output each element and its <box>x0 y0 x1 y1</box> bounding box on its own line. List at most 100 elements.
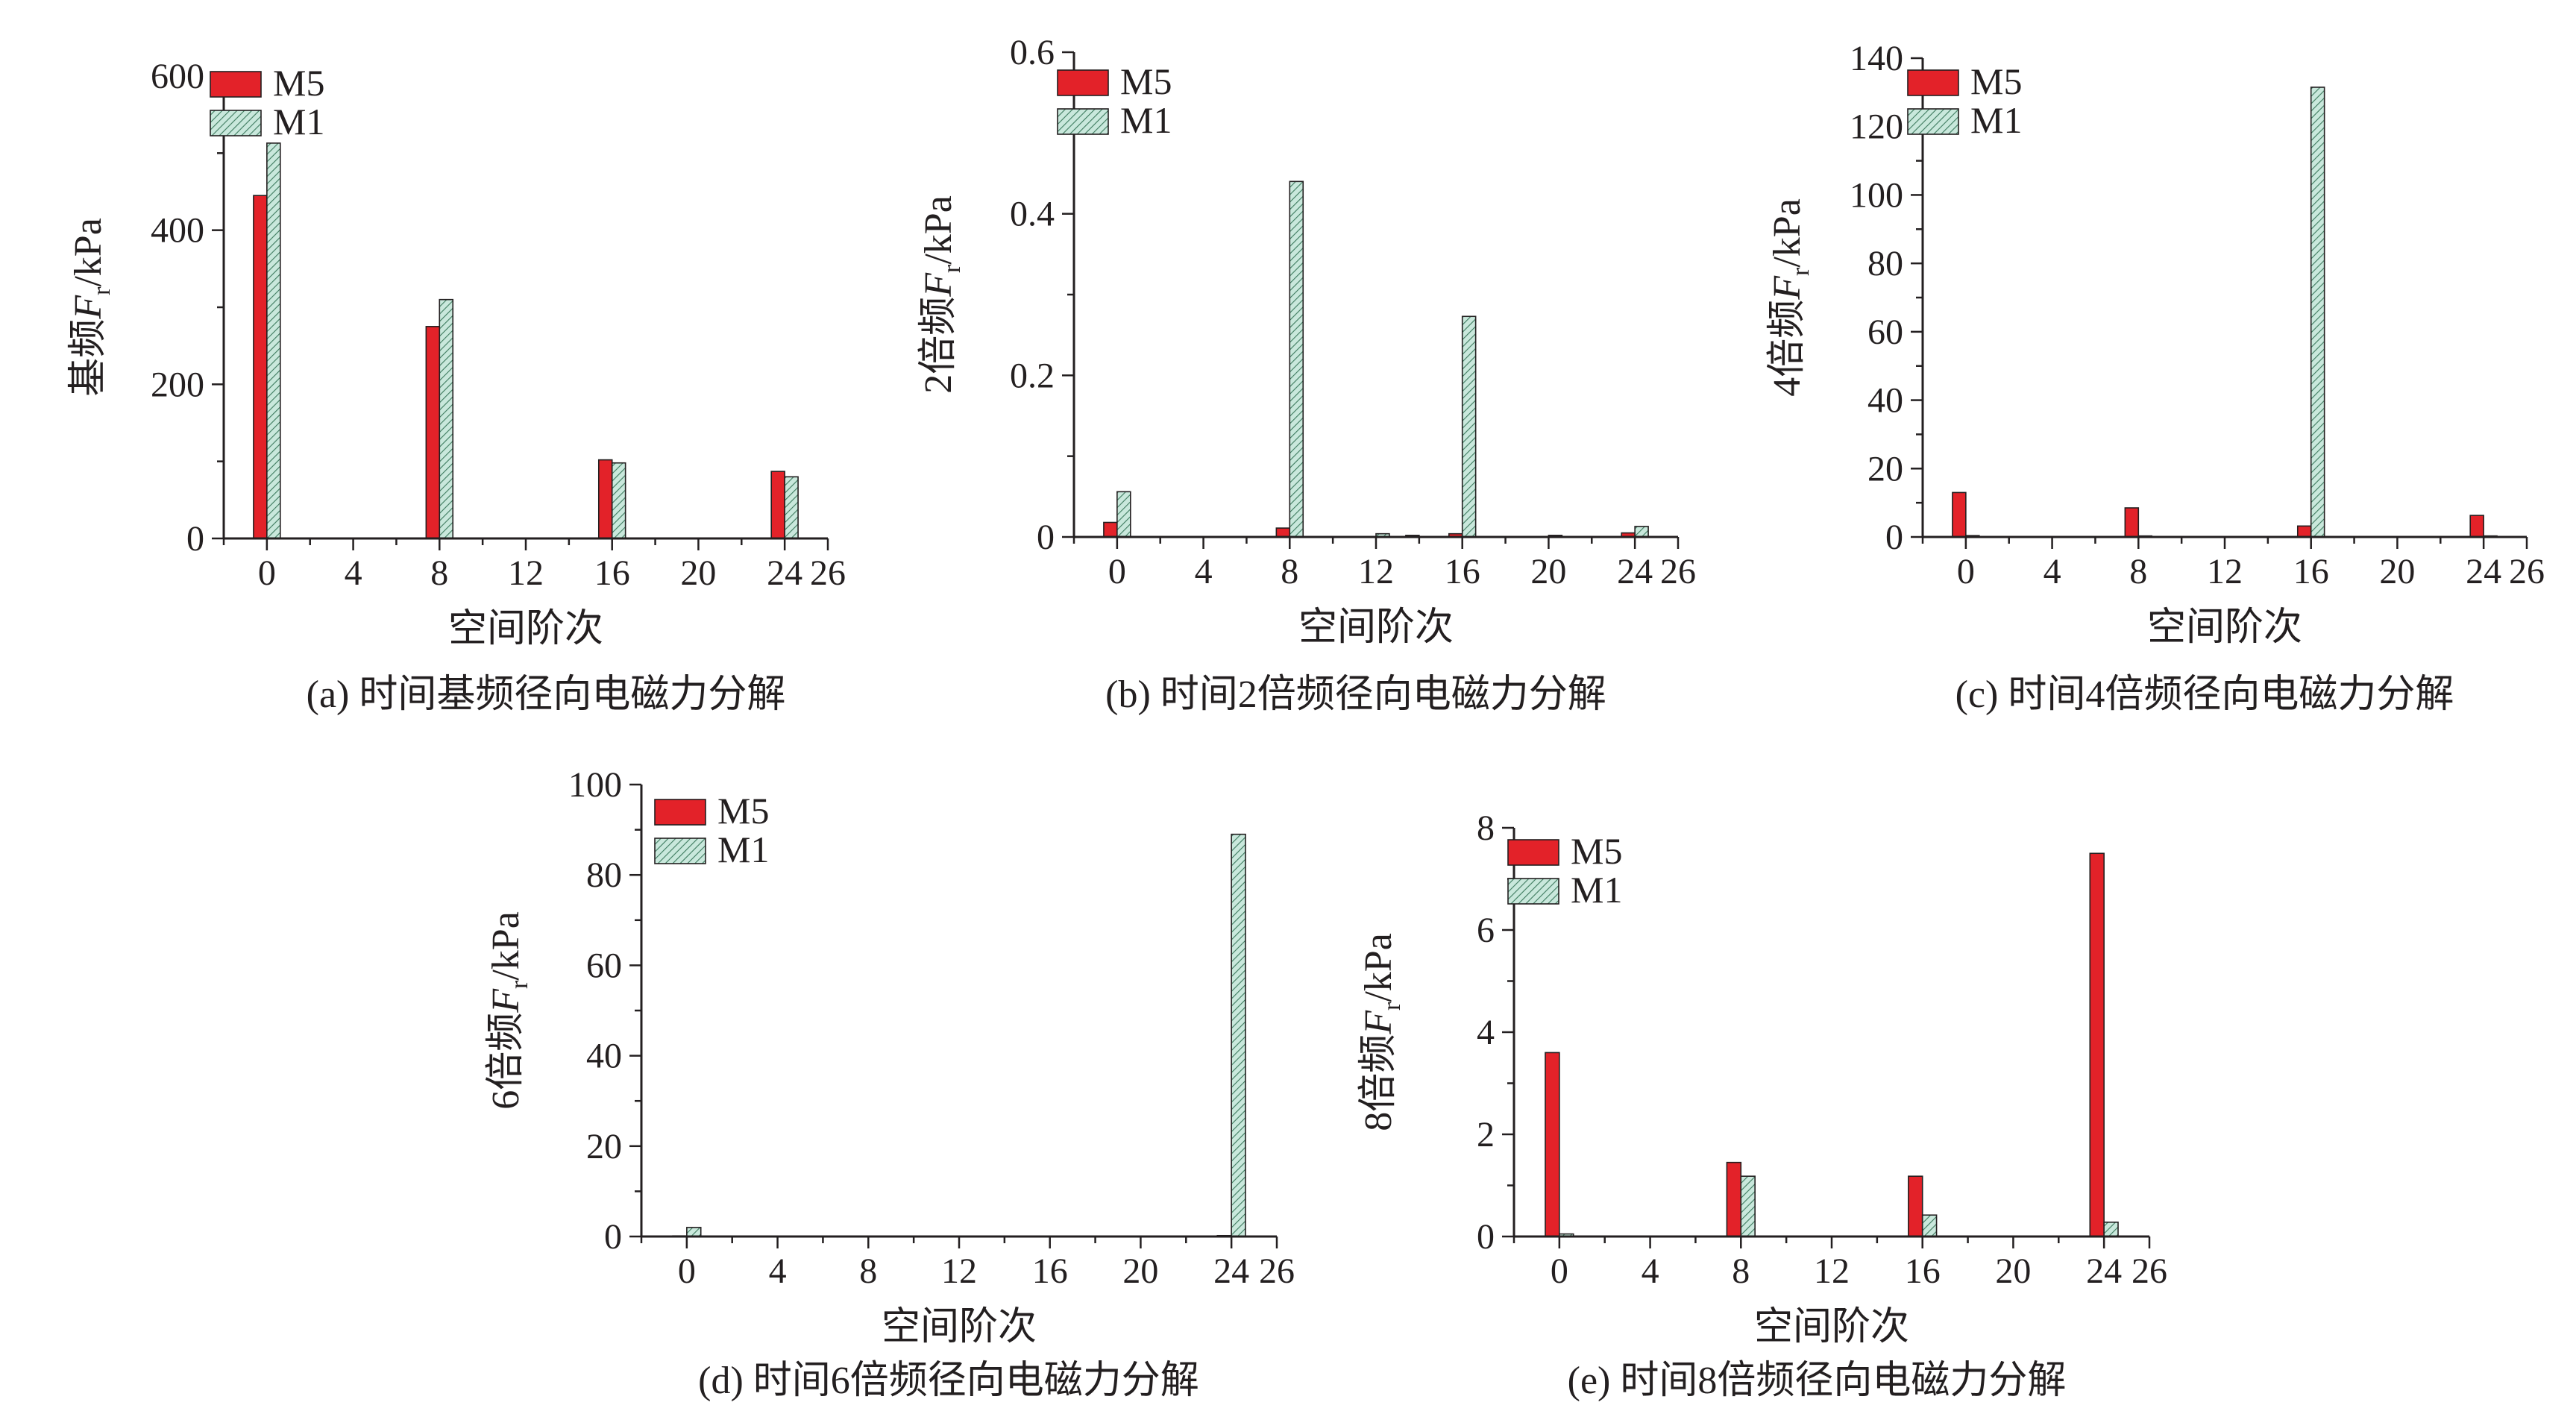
y-tick-label: 100 <box>568 765 622 805</box>
x-tick-label: 20 <box>2379 552 2415 591</box>
x-tick-label: 4 <box>345 553 362 593</box>
x-tick-label: 26 <box>810 553 846 593</box>
y-tick-label: 6 <box>1477 911 1495 950</box>
y-tick-label: 0 <box>604 1217 622 1257</box>
x-tick-label: 12 <box>1814 1251 1850 1291</box>
y-tick-label: 40 <box>586 1037 622 1076</box>
bar-m5-order-8 <box>1275 527 1291 538</box>
y-tick-label: 0.6 <box>1010 33 1055 72</box>
bars <box>1545 852 2119 1237</box>
y-tick-label: 0 <box>1477 1217 1495 1257</box>
bar-m5-order-0 <box>1545 1052 1560 1237</box>
x-tick-label: 12 <box>508 553 544 593</box>
x-tick-label: 0 <box>1108 552 1126 591</box>
chart-caption: (c) 时间4倍频径向电磁力分解 <box>1955 673 2454 716</box>
x-tick-label: 8 <box>2129 552 2147 591</box>
legend-swatch-m1 <box>1507 878 1559 905</box>
x-tick-label: 0 <box>1551 1251 1568 1291</box>
x-tick-label: 24 <box>1617 552 1653 591</box>
x-tick-label: 24 <box>2086 1251 2122 1291</box>
y-tick-label: 60 <box>1867 312 1903 352</box>
bar-m5-order-0 <box>253 195 268 539</box>
x-tick-label: 24 <box>2466 552 2501 591</box>
x-tick-label: 0 <box>678 1251 696 1291</box>
y-tick-label: 0 <box>1885 518 1903 557</box>
bar-m5-order-16 <box>1908 1175 1923 1237</box>
y-tick-label: 40 <box>1867 381 1903 421</box>
legend-label-m5: M5 <box>1120 60 1172 102</box>
bar-m5-order-16 <box>597 459 613 539</box>
bar-m5-order-24 <box>770 471 785 539</box>
bar-m1-order-0 <box>686 1227 702 1237</box>
bar-m1-order-8 <box>1740 1175 1756 1237</box>
x-axis-label: 空间阶次 <box>2147 606 2302 649</box>
y-tick-label: 4 <box>1477 1013 1495 1052</box>
x-tick-label: 8 <box>1281 552 1298 591</box>
y-tick-label: 200 <box>151 365 204 404</box>
chart-caption: (b) 时间2倍频径向电磁力分解 <box>1105 673 1606 716</box>
y-axis-label: 8倍频Fr/kPa <box>1357 933 1406 1131</box>
y-tick-label: 600 <box>151 57 204 96</box>
legend-swatch-m5 <box>1507 839 1559 866</box>
x-axis-label: 空间阶次 <box>1754 1306 1909 1348</box>
legend-swatch-m5 <box>1057 69 1109 96</box>
bars <box>253 142 799 539</box>
x-tick-label: 20 <box>1530 552 1566 591</box>
bar-m1-order-16 <box>1921 1214 1938 1237</box>
bar-m5-order-16 <box>2296 525 2312 538</box>
x-tick-label: 26 <box>1259 1251 1295 1291</box>
y-axis-label: 6倍频Fr/kPa <box>485 911 533 1110</box>
y-tick-label: 80 <box>586 855 622 895</box>
y-tick-label: 60 <box>586 946 622 985</box>
x-tick-label: 0 <box>258 553 276 593</box>
legend-label-m1: M1 <box>273 101 324 142</box>
bars <box>1103 180 1649 538</box>
legend-label-m5: M5 <box>1970 60 2022 102</box>
y-tick-label: 0.2 <box>1010 356 1055 395</box>
x-axis-label: 空间阶次 <box>882 1306 1037 1348</box>
chart-panel-3: 0 4 8 12 16 20 24 26 0 20 40 60 80 100 120 140 空间阶次 4倍频Fr… <box>1766 39 2545 716</box>
x-tick-label: 24 <box>767 553 802 593</box>
legend-swatch-m1 <box>210 110 262 136</box>
y-tick-label: 20 <box>586 1127 622 1166</box>
bar-m5-order-24 <box>2469 515 2484 538</box>
x-tick-label: 12 <box>1358 552 1394 591</box>
legend-label-m1: M1 <box>1120 99 1172 141</box>
legend-swatch-m5 <box>1907 69 1959 96</box>
legend-swatch-m1 <box>1057 108 1109 135</box>
chart-panel-4: 0 4 8 12 16 20 24 26 0 20 40 60 80 100 空间阶次 6倍频Fr/kPa M5… <box>485 765 1295 1402</box>
bar-m1-order-0 <box>266 142 281 539</box>
y-axis-label: 4倍频Fr/kPa <box>1766 198 1815 397</box>
y-tick-label: 0.4 <box>1010 195 1055 234</box>
bar-m1-order-24 <box>1634 526 1649 538</box>
chart-caption: (d) 时间6倍频径向电磁力分解 <box>698 1360 1199 1402</box>
x-axis-label: 空间阶次 <box>1298 606 1454 649</box>
bars <box>1952 87 2498 538</box>
legend-swatch-m5 <box>654 799 706 826</box>
legend-swatch-m1 <box>654 838 706 864</box>
bar-m5-order-24 <box>2089 852 2105 1237</box>
x-tick-label: 16 <box>2293 552 2329 591</box>
x-tick-label: 8 <box>1732 1251 1750 1291</box>
x-tick-label: 20 <box>1995 1251 2031 1291</box>
y-axis-label: 基频Fr/kPa <box>67 218 116 397</box>
chart-caption: (e) 时间8倍频径向电磁力分解 <box>1568 1360 2067 1402</box>
y-tick-label: 140 <box>1850 39 1903 78</box>
bar-m5-order-8 <box>2124 507 2140 538</box>
bar-m1-order-24 <box>2103 1222 2119 1237</box>
legend-label-m5: M5 <box>273 62 324 104</box>
bar-m1-order-16 <box>2310 87 2325 538</box>
bar-m1-order-24 <box>784 476 799 539</box>
y-tick-label: 2 <box>1477 1115 1495 1154</box>
x-tick-label: 12 <box>941 1251 977 1291</box>
y-tick-label: 400 <box>151 211 204 251</box>
x-tick-label: 4 <box>1642 1251 1659 1291</box>
x-tick-label: 8 <box>859 1251 877 1291</box>
